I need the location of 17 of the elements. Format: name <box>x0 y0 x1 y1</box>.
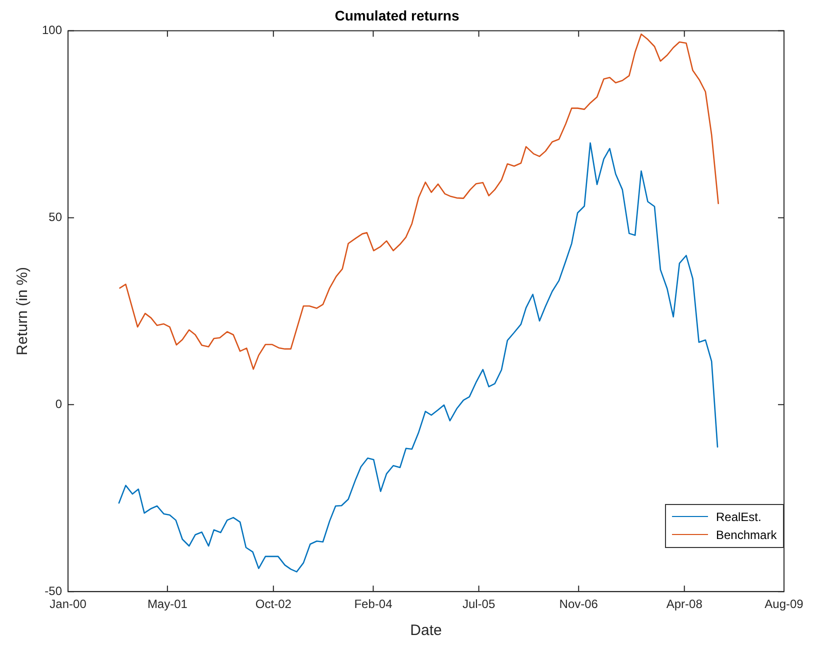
x-tick-label: Nov-06 <box>559 597 598 612</box>
chart-title: Cumulated returns <box>334 7 460 24</box>
y-tick-label: 100 <box>42 23 62 38</box>
x-tick-label: Jul-05 <box>462 597 496 612</box>
y-tick-label: -50 <box>44 584 62 598</box>
legend-label: Benchmark <box>716 528 777 542</box>
x-tick-label: May-01 <box>147 597 188 612</box>
x-tick-label: Apr-08 <box>666 597 703 612</box>
x-tick-label: Jan-00 <box>50 597 87 612</box>
x-axis-title: Date <box>410 622 442 640</box>
y-tick-label: 0 <box>55 396 62 411</box>
y-axis-title: Return (in %) <box>14 267 32 356</box>
x-tick-label: Aug-09 <box>764 597 804 612</box>
x-tick-label: Oct-02 <box>255 597 292 612</box>
y-tick-label: 50 <box>48 210 62 224</box>
x-tick-label: Feb-04 <box>354 597 393 612</box>
legend-label: RealEst. <box>716 510 762 524</box>
